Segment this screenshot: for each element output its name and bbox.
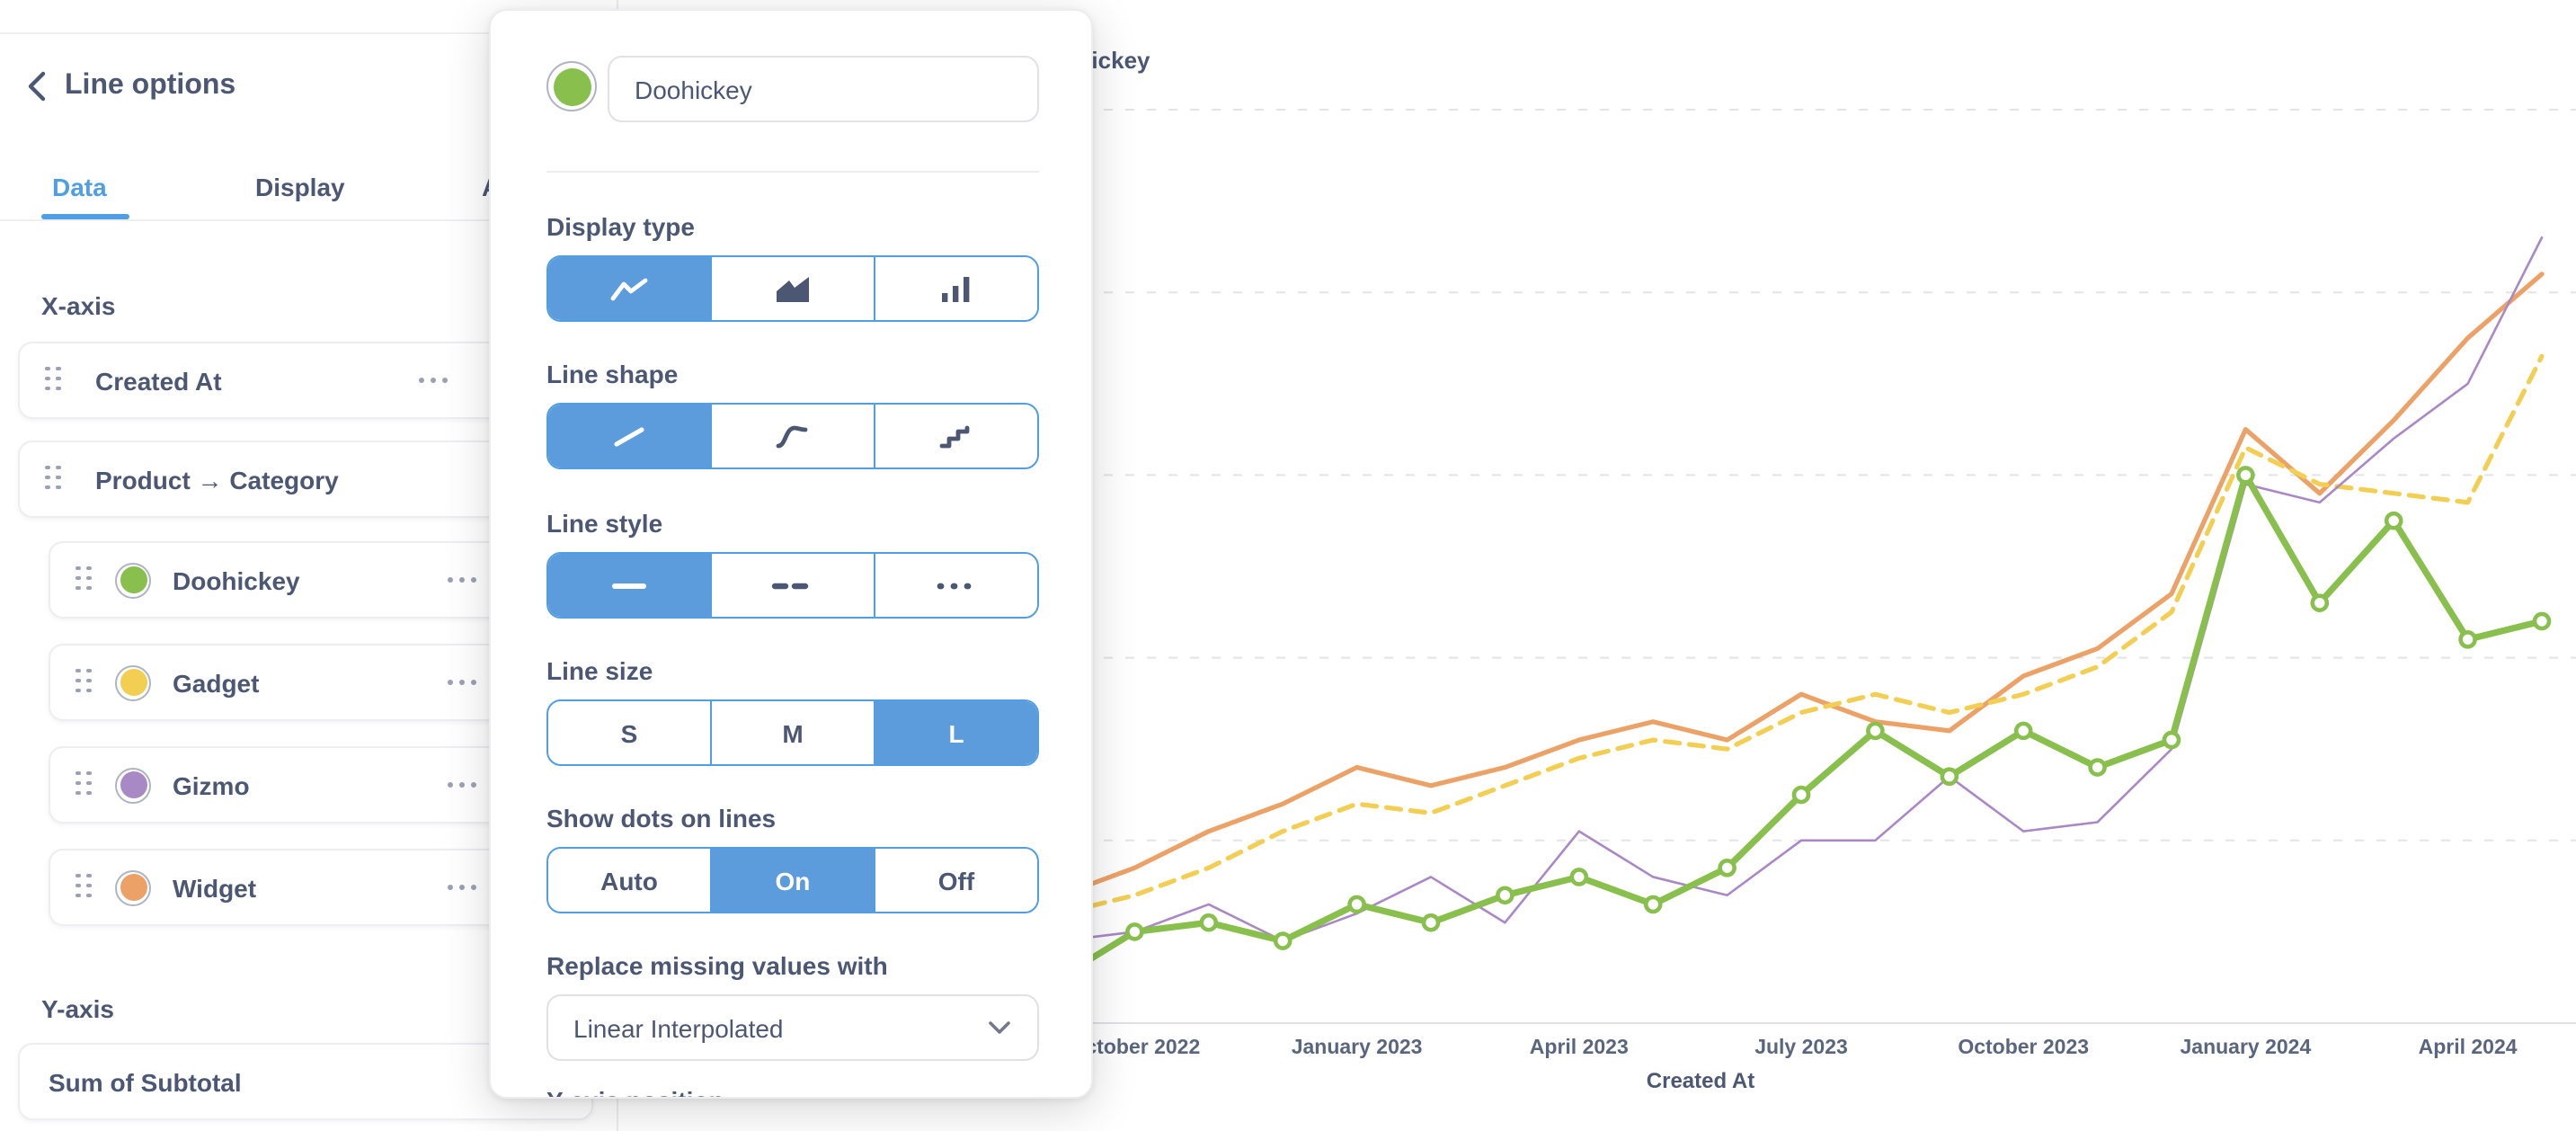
next-section-label-clipped: Y-axis position bbox=[546, 1086, 724, 1097]
dashed-line-icon bbox=[771, 582, 814, 589]
display-type-bar-button[interactable] bbox=[875, 257, 1037, 320]
active-tab-underline bbox=[41, 214, 129, 219]
line-size-label: Line size bbox=[546, 656, 653, 685]
missing-values-selected-value: Linear Interpolated bbox=[573, 1013, 784, 1042]
drag-handle-icon[interactable] bbox=[45, 465, 63, 494]
solid-line-icon bbox=[612, 583, 646, 588]
show-dots-off-button[interactable]: Off bbox=[937, 866, 975, 895]
drag-handle-icon[interactable] bbox=[76, 770, 93, 799]
back-button[interactable]: Line options bbox=[25, 68, 235, 104]
x-axis-section-label: X-axis bbox=[41, 291, 116, 320]
line-shape-straight-button[interactable] bbox=[548, 405, 712, 468]
show-dots-control: Auto On Off bbox=[546, 847, 1039, 913]
series-name-input[interactable] bbox=[608, 56, 1039, 122]
more-options-icon[interactable] bbox=[448, 679, 484, 686]
field-card-label: Created At bbox=[95, 366, 222, 395]
more-options-icon[interactable] bbox=[448, 576, 484, 583]
more-options-icon[interactable] bbox=[448, 884, 484, 891]
popover-divider bbox=[546, 171, 1039, 173]
line-style-solid-button[interactable] bbox=[548, 554, 712, 617]
x-axis-tick: July 2023 bbox=[1754, 1037, 1848, 1059]
drag-handle-icon[interactable] bbox=[45, 366, 63, 395]
stepped-line-icon bbox=[939, 424, 970, 448]
display-type-area-button[interactable] bbox=[712, 257, 875, 320]
series-color-swatch-large[interactable] bbox=[546, 61, 597, 111]
sidebar-title: Line options bbox=[65, 70, 236, 101]
series-card-label: Gadget bbox=[173, 668, 260, 697]
straight-line-icon bbox=[614, 426, 644, 446]
drag-handle-icon[interactable] bbox=[76, 668, 93, 697]
more-options-icon[interactable] bbox=[448, 781, 484, 788]
area-chart-icon bbox=[777, 276, 809, 301]
line-size-m-button[interactable]: M bbox=[712, 701, 875, 764]
display-type-line-button[interactable] bbox=[548, 257, 712, 320]
series-card-label: Widget bbox=[173, 873, 257, 902]
series-card-label: Gizmo bbox=[173, 770, 250, 799]
display-type-label: Display type bbox=[546, 212, 695, 241]
line-shape-control bbox=[546, 403, 1039, 469]
curved-line-icon bbox=[776, 424, 808, 448]
tab-data[interactable]: Data bbox=[52, 172, 107, 200]
missing-values-label: Replace missing values with bbox=[546, 951, 888, 980]
line-style-control bbox=[546, 552, 1039, 619]
show-dots-label: Show dots on lines bbox=[546, 804, 777, 833]
missing-values-dropdown[interactable]: Linear Interpolated bbox=[546, 994, 1039, 1061]
line-style-label: Line style bbox=[546, 509, 663, 538]
line-style-dashed-button[interactable] bbox=[712, 554, 875, 617]
x-axis-tick: January 2024 bbox=[2180, 1037, 2312, 1059]
line-shape-label: Line shape bbox=[546, 360, 679, 388]
drag-handle-icon[interactable] bbox=[76, 873, 93, 902]
x-axis-title: Created At bbox=[1646, 1068, 1755, 1093]
chevron-left-icon bbox=[28, 71, 46, 102]
line-chart-icon bbox=[610, 277, 648, 300]
show-dots-auto-button[interactable]: Auto bbox=[548, 849, 712, 912]
series-settings-popover: Display type Line shape bbox=[489, 9, 1093, 1099]
line-shape-curved-button[interactable] bbox=[712, 405, 875, 468]
show-dots-on-button[interactable]: On bbox=[712, 849, 875, 912]
bar-chart-icon bbox=[942, 276, 970, 301]
line-size-l-button[interactable]: L bbox=[875, 701, 1037, 764]
display-type-control bbox=[546, 255, 1039, 322]
sidebar-top-divider bbox=[0, 32, 617, 34]
series-color-swatch[interactable] bbox=[115, 664, 151, 700]
x-axis-tick: April 2024 bbox=[2418, 1037, 2518, 1059]
y-axis-section-label: Y-axis bbox=[41, 994, 114, 1023]
line-size-control: S M L bbox=[546, 699, 1039, 766]
line-style-dotted-button[interactable] bbox=[875, 554, 1037, 617]
x-axis-tick: January 2023 bbox=[1291, 1037, 1423, 1059]
series-color-swatch[interactable] bbox=[115, 562, 151, 598]
drag-handle-icon[interactable] bbox=[76, 566, 93, 594]
field-card-label: Product → Category bbox=[95, 465, 339, 494]
more-options-icon[interactable] bbox=[419, 377, 455, 384]
dotted-line-icon bbox=[937, 582, 978, 589]
line-shape-stepped-button[interactable] bbox=[875, 405, 1037, 468]
tab-display[interactable]: Display bbox=[255, 172, 345, 200]
series-card-label: Doohickey bbox=[173, 566, 300, 594]
series-color-swatch[interactable] bbox=[115, 869, 151, 905]
x-axis-tick: October 2023 bbox=[1958, 1037, 2090, 1059]
line-size-s-button[interactable]: S bbox=[548, 701, 712, 764]
x-axis-tick: April 2023 bbox=[1529, 1037, 1629, 1059]
field-card-label: Sum of Subtotal bbox=[49, 1067, 242, 1096]
series-color-swatch[interactable] bbox=[115, 767, 151, 803]
chevron-down-icon bbox=[989, 1021, 1010, 1034]
